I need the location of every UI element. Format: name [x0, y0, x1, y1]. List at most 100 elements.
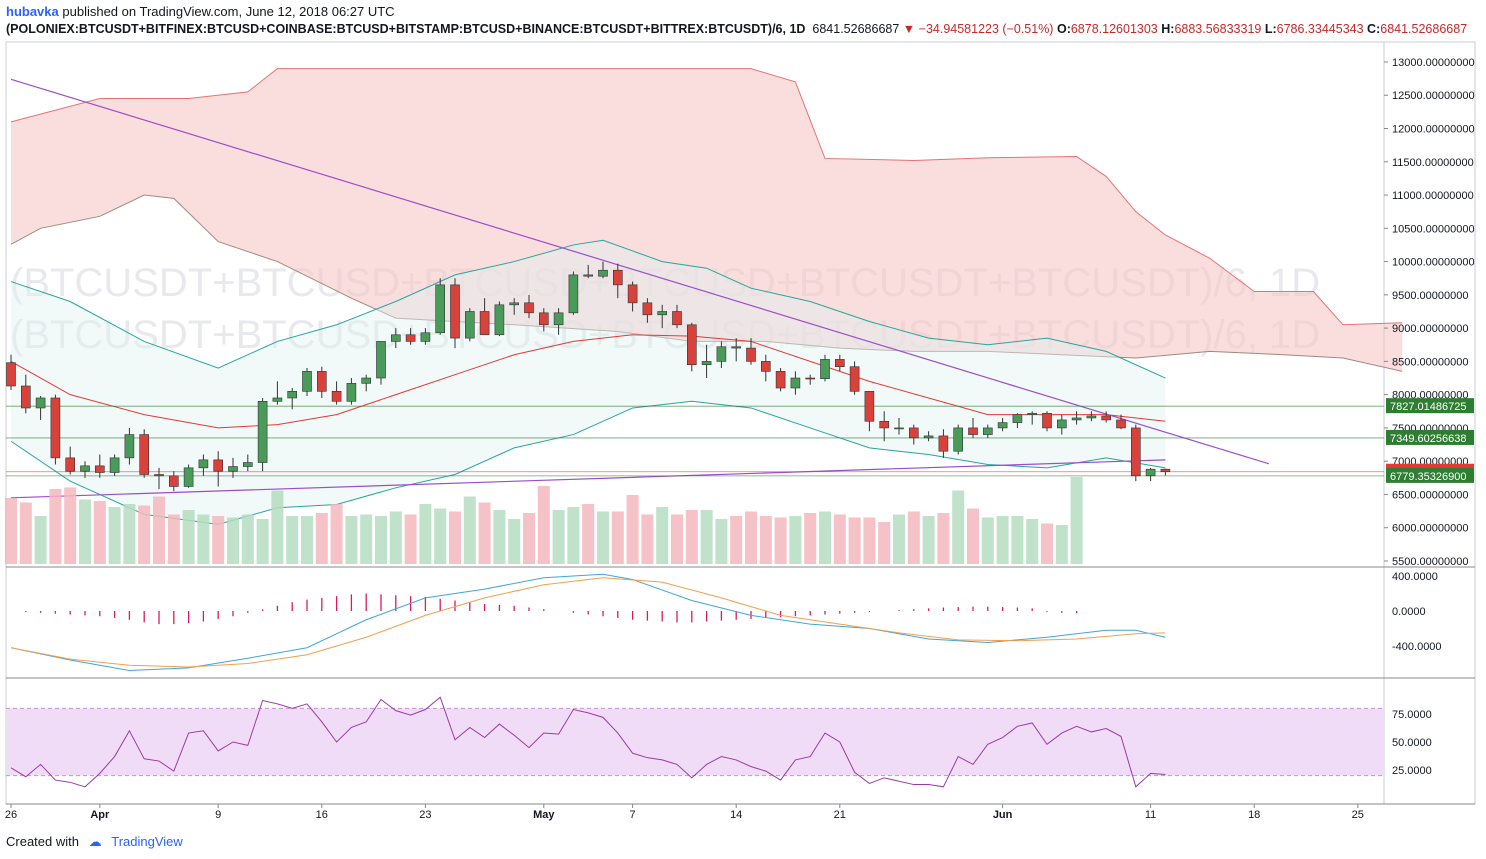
candle-body — [568, 274, 579, 314]
time-tick-label: 18 — [1248, 809, 1260, 821]
tradingview-link[interactable]: TradingView — [111, 834, 183, 849]
candle-body — [716, 346, 727, 362]
volume-bar — [981, 517, 994, 564]
open-label: O: — [1056, 22, 1071, 36]
symbol-name: (POLONIEX:BTCUSDT+BITFINEX:BTCUSD+COINBA… — [6, 22, 806, 36]
volume-bar — [478, 502, 491, 564]
candle-body — [849, 366, 860, 392]
candle-body — [346, 383, 357, 402]
price-tick-label: 5500.00000000 — [1392, 556, 1468, 568]
macd-tick-label: 0.0000 — [1392, 606, 1426, 618]
candle-body — [1131, 427, 1141, 477]
candle-body — [1101, 415, 1111, 421]
candle-body — [257, 401, 268, 463]
candle-body — [657, 311, 668, 316]
time-tick-label: 23 — [419, 809, 431, 821]
last-price: 6841.52686687 — [812, 22, 900, 36]
volume-bar — [1070, 477, 1083, 564]
cloud-span-a — [10, 68, 1403, 326]
volume-bar — [567, 507, 580, 564]
volume-bar — [730, 516, 743, 564]
publish-info: hubavka published on TradingView.com, Ju… — [6, 4, 395, 19]
time-tick-label: 26 — [5, 809, 17, 821]
price-tick-label: 10000.00000000 — [1392, 257, 1475, 269]
candle-body — [509, 302, 520, 306]
price-tick-label: 12500.00000000 — [1392, 90, 1475, 102]
symbol-legend: (POLONIEX:BTCUSDT+BITFINEX:BTCUSD+COINBA… — [6, 22, 1467, 36]
low-value: 6786.33445343 — [1276, 22, 1364, 36]
candle-body — [627, 284, 638, 304]
candle-body — [228, 466, 238, 472]
volume-bar — [671, 514, 683, 564]
candle-body — [479, 311, 490, 336]
volume-bar — [537, 486, 550, 564]
time-tick-label: Apr — [90, 809, 110, 821]
high-value: 6883.56833319 — [1174, 22, 1262, 36]
candle-body — [923, 435, 934, 439]
time-tick-label: 14 — [730, 809, 742, 821]
volume-bar — [212, 516, 225, 564]
volume-bar — [315, 513, 328, 564]
volume-bar — [1041, 523, 1053, 564]
bollinger-fill — [11, 240, 1166, 525]
price-tick-label: 10500.00000000 — [1392, 223, 1475, 235]
candle-body — [139, 434, 149, 475]
candle-body — [272, 397, 283, 402]
candle-body — [672, 311, 682, 326]
volume-bar — [271, 490, 284, 564]
candle-body — [953, 427, 964, 452]
candle-body — [775, 371, 786, 389]
time-tick-label: 21 — [834, 809, 846, 821]
candle-body — [287, 391, 298, 399]
macd-line — [10, 573, 1166, 672]
time-tick-label: 9 — [215, 809, 221, 821]
close-value: 6841.52686687 — [1380, 22, 1468, 36]
candle-body — [376, 341, 386, 379]
candle-body — [701, 361, 712, 366]
candle-body — [1027, 412, 1037, 415]
volume-bar — [389, 511, 402, 564]
volume-bar — [878, 522, 891, 564]
volume-bar — [937, 513, 950, 564]
volume-bar — [463, 496, 476, 564]
volume-bar — [256, 519, 269, 564]
candle-body — [982, 427, 993, 435]
trendline — [10, 78, 1270, 465]
open-value: 6878.12601303 — [1070, 22, 1158, 36]
candle-body — [553, 312, 564, 326]
price-badge — [1386, 398, 1474, 414]
author-link[interactable]: hubavka — [6, 4, 59, 19]
volume-bar — [863, 517, 876, 564]
time-tick-label: Jun — [993, 809, 1013, 821]
volume-bar — [745, 511, 757, 564]
candle-body — [760, 361, 771, 372]
macd-tick-label: -400.0000 — [1392, 641, 1442, 653]
candle-body — [583, 274, 594, 277]
cloud-span-b — [10, 194, 1403, 372]
volume-bar — [93, 501, 106, 564]
candle-body — [938, 435, 949, 452]
volume-bar — [138, 505, 151, 564]
candle-body — [331, 391, 342, 402]
price-badge — [1386, 467, 1474, 483]
rsi-tick-label: 50.0000 — [1392, 737, 1432, 749]
ichimoku-cloud — [11, 68, 1403, 372]
price-badge-label: 6779.35326900 — [1390, 471, 1466, 483]
candle-body — [1145, 468, 1156, 477]
volume-bar — [404, 514, 417, 564]
candle-body — [243, 462, 253, 467]
tradingview-cloud-icon: ☁ — [88, 834, 102, 849]
volume-bar — [611, 511, 624, 564]
volume-bar — [700, 510, 713, 564]
volume-bar — [922, 516, 935, 564]
candle-body — [968, 427, 978, 435]
candle-body — [65, 457, 75, 472]
volume-bar — [1026, 519, 1039, 564]
candle-body — [316, 371, 327, 392]
candle-body — [494, 304, 505, 336]
candle-body — [746, 347, 756, 362]
volume-bar — [286, 516, 299, 564]
candle-body — [1086, 415, 1097, 419]
volume-bar — [360, 514, 373, 564]
